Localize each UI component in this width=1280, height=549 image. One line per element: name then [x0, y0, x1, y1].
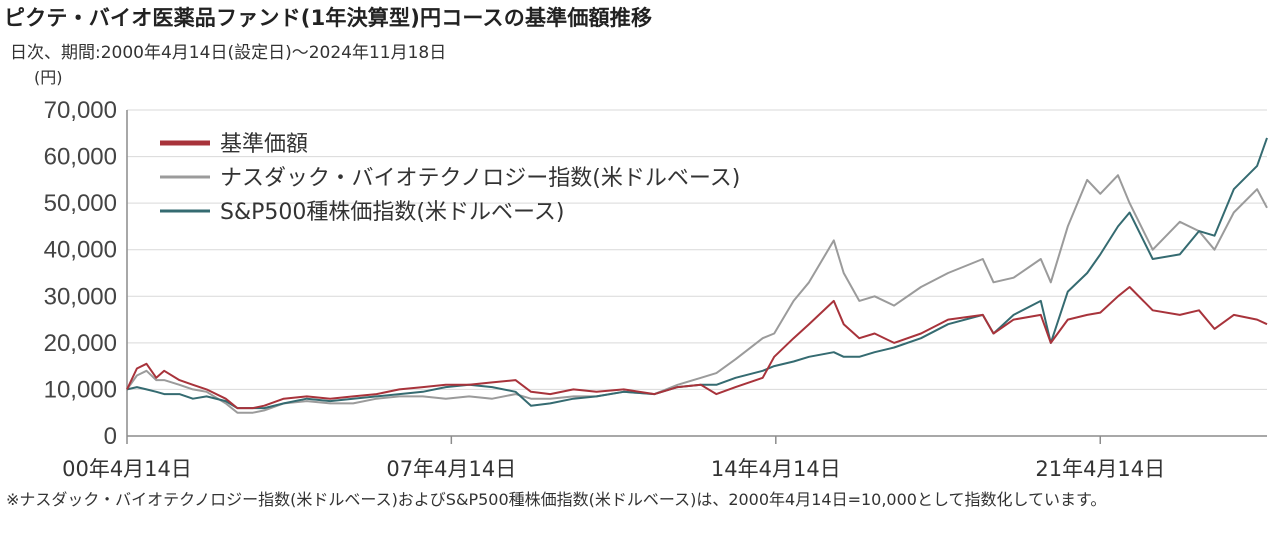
chart-subtitle: 日次、期間:2000年4月14日(設定日)～2024年11月18日: [10, 43, 447, 63]
legend-label-nasdaq: ナスダック・バイオテクノロジー指数(米ドルベース): [220, 166, 740, 191]
series-line-nasdaq: [126, 174, 1268, 414]
axes: 0 10,000 20,000 30,000 40,000 50,000 60,000 70,…: [44, 97, 1267, 481]
y-tick-label: 0: [104, 423, 117, 450]
footnote: ※ナスダック・バイオテクノロジー指数(米ドルベース)およびS&P500種株価指数…: [6, 490, 1107, 509]
legend-label-nav: 基準価額: [220, 132, 308, 157]
x-tick-label: 14年4月14日: [711, 457, 841, 481]
y-tick-label: 50,000: [44, 190, 117, 217]
chart-title: ピクテ・バイオ医薬品ファンド(1年決算型)円コースの基準価額推移: [4, 6, 653, 30]
series-lines: [126, 137, 1268, 414]
y-tick-label: 60,000: [44, 144, 117, 171]
y-tick-label: 10,000: [44, 376, 117, 403]
y-axis-unit: (円): [34, 68, 63, 87]
x-tick-label: 21年4月14日: [1035, 457, 1165, 481]
y-tick-label: 70,000: [44, 97, 117, 124]
series-line-nav: [126, 286, 1268, 410]
y-tick-label: 30,000: [44, 283, 117, 310]
x-tick-label: 07年4月14日: [386, 457, 516, 481]
x-tick-label: 00年4月14日: [62, 457, 192, 481]
y-tick-label: 20,000: [44, 330, 117, 357]
legend-label-sp500: S&P500種株価指数(米ドルベース): [220, 200, 564, 225]
y-tick-label: 40,000: [44, 237, 117, 264]
